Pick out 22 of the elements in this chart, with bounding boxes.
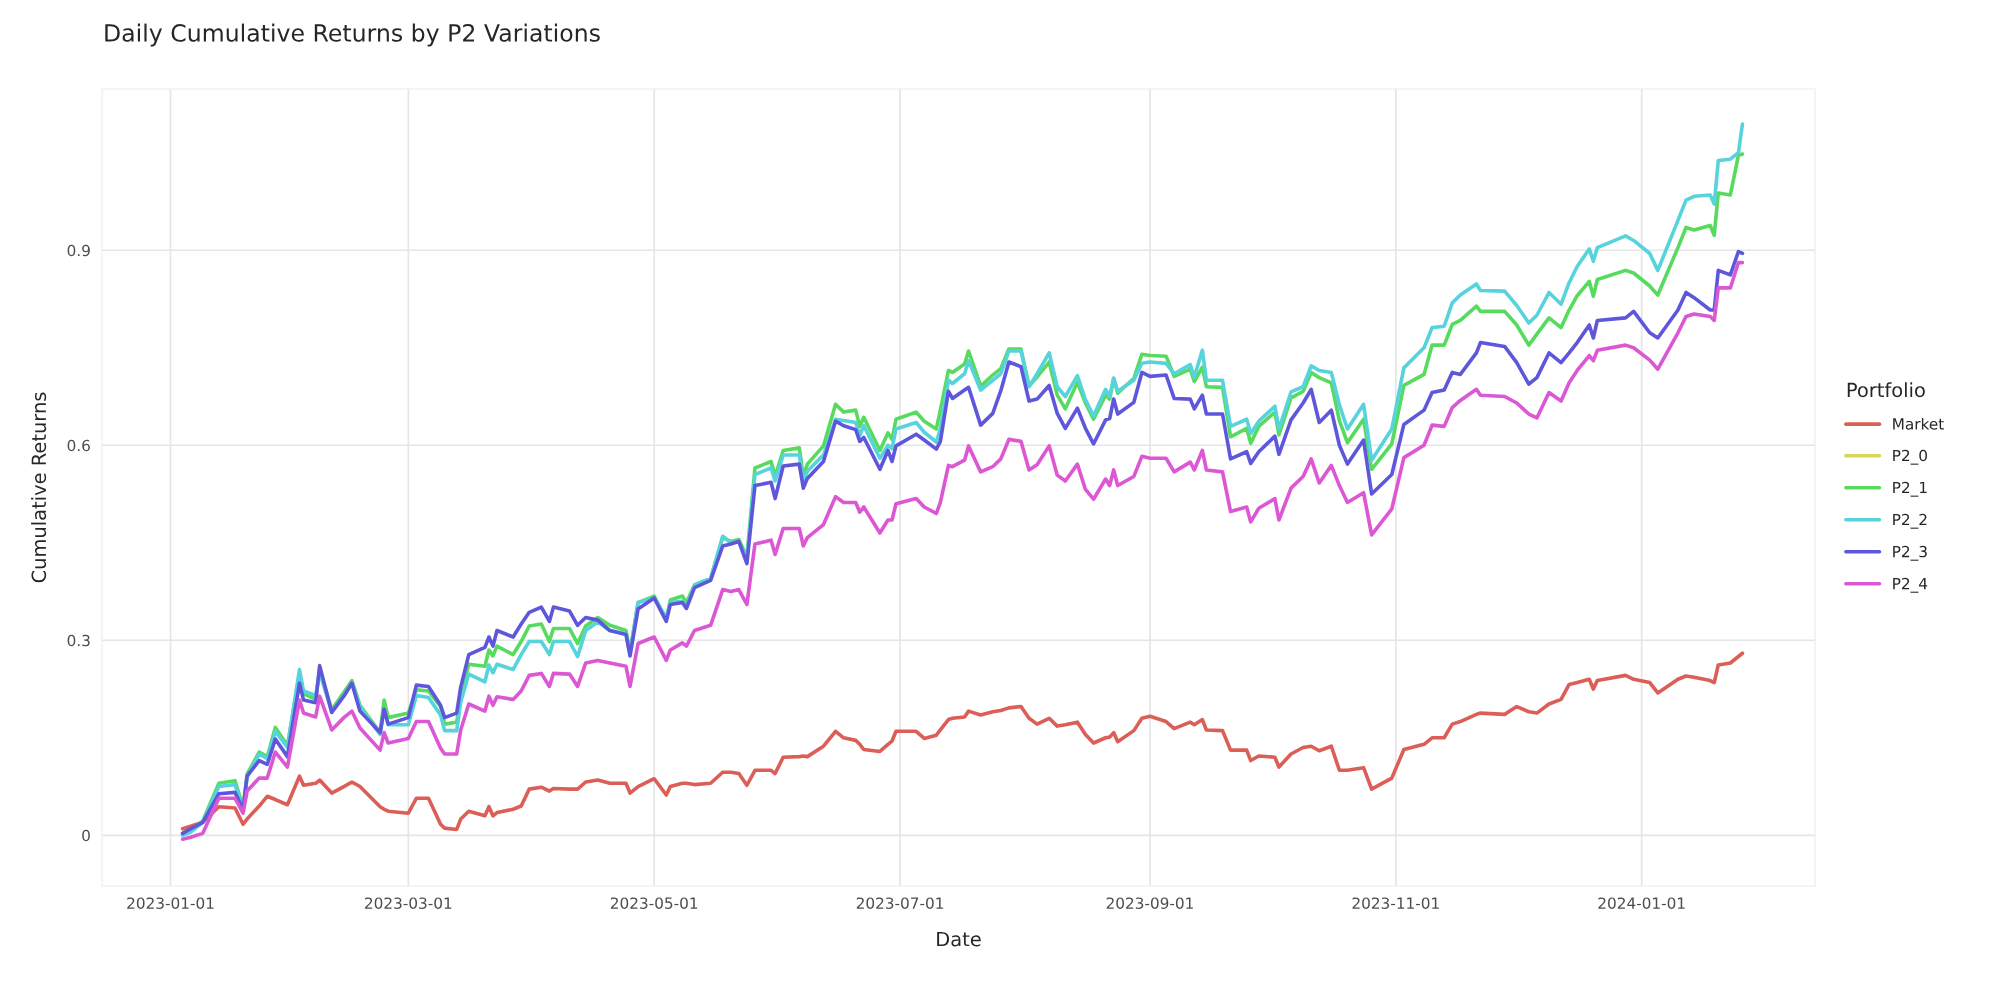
legend-label: P2_4 [1893, 577, 1928, 593]
legend-label: P2_2 [1893, 513, 1927, 529]
legend-label: P2_1 [1893, 481, 1927, 497]
y-tick-label: 0.9 [67, 244, 90, 257]
y-tick-label: 0 [82, 829, 90, 842]
legend-title: Portfolio [1847, 382, 1925, 398]
legend-label: P2_0 [1893, 449, 1927, 465]
x-tick-label: 2023-03-01 [365, 897, 452, 909]
x-tick-label: 2023-01-01 [127, 897, 214, 909]
line-series [180, 651, 1745, 832]
y-tick-label: 0.3 [67, 634, 90, 647]
x-tick-label: 2024-01-01 [1598, 897, 1685, 909]
x-axis-title: Date [937, 931, 981, 947]
y-axis-title: Cumulative Returns [31, 392, 47, 583]
x-tick-label: 2023-05-01 [610, 897, 698, 909]
x-tick-label: 2023-09-01 [1106, 897, 1193, 909]
legend-label: Market [1893, 417, 1944, 430]
y-tick-label: 0.6 [67, 439, 90, 452]
x-tick-label: 2023-07-01 [856, 897, 944, 909]
x-tick-label: 2023-11-01 [1352, 897, 1439, 909]
legend-label: P2_3 [1893, 545, 1927, 561]
chart-title: Daily Cumulative Returns by P2 Variations [105, 23, 600, 47]
